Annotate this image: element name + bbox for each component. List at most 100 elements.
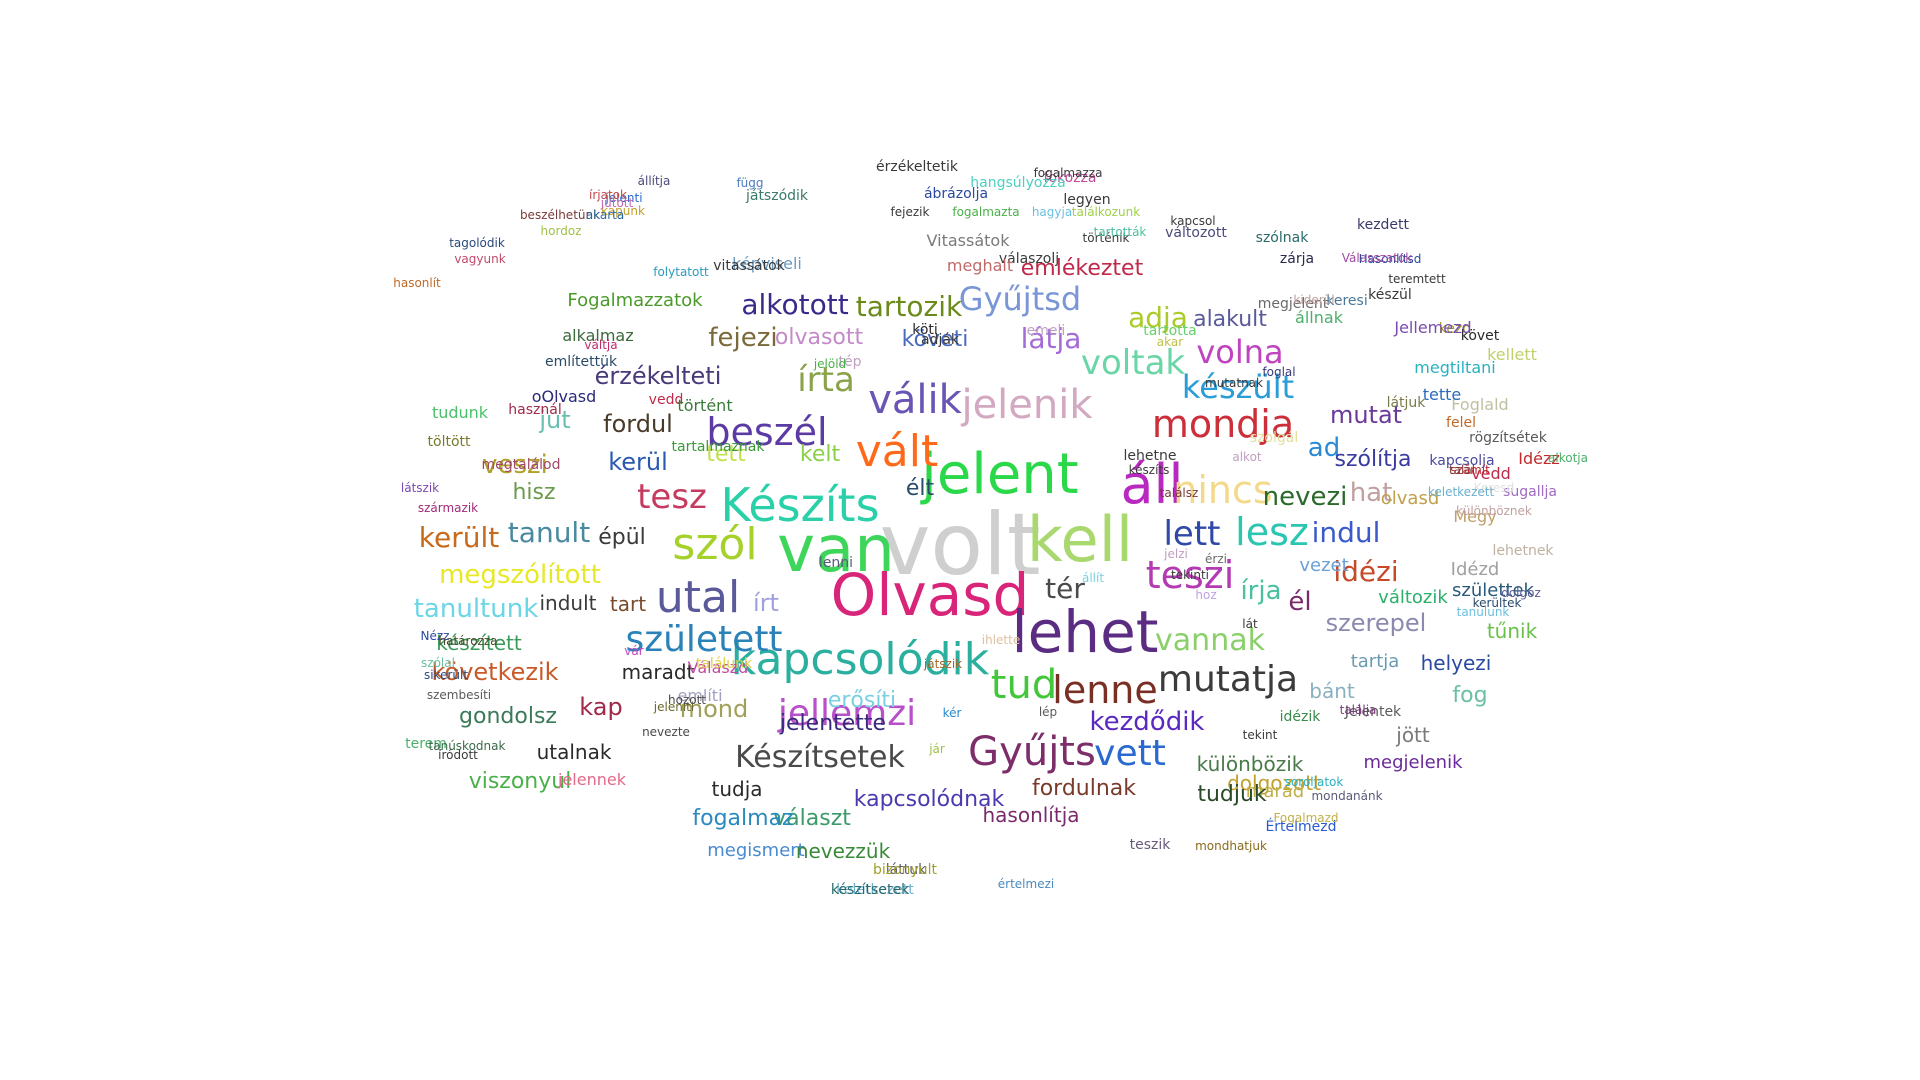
word-37: alkotott xyxy=(741,288,849,321)
word-59: mond xyxy=(679,695,749,723)
word-54: kerül xyxy=(608,448,668,476)
word-143: látjuk xyxy=(1386,395,1426,411)
word-174: meghalt xyxy=(946,256,1014,275)
word-113: készítsetek xyxy=(830,882,910,898)
word-218: emeli xyxy=(1026,323,1066,339)
word-70: emlékeztet xyxy=(1020,256,1144,281)
word-193: alkalmaz xyxy=(562,326,634,345)
word-96: tudjuk xyxy=(1197,782,1267,807)
word-142: tette xyxy=(1422,385,1462,404)
word-45: követi xyxy=(901,327,969,352)
word-116: jelentette xyxy=(779,711,887,736)
word-106: viszonyul xyxy=(468,769,572,794)
word-18: teszi xyxy=(1145,553,1235,597)
word-64: mutat xyxy=(1329,401,1403,429)
word-247: keletkezett xyxy=(1427,485,1495,499)
word-188: tagolódik xyxy=(449,236,505,250)
word-216: köti xyxy=(912,322,938,338)
word-38: tartozik xyxy=(855,290,963,323)
word-39: látja xyxy=(1020,322,1082,355)
word-234: lát xyxy=(1242,617,1258,631)
word-236: találja xyxy=(1339,703,1377,717)
word-164: érzékeltetik xyxy=(875,159,959,175)
word-170: történik xyxy=(1082,231,1130,245)
word-138: rögzítsétek xyxy=(1469,430,1547,446)
word-29: írta xyxy=(797,360,855,400)
word-104: fogalmaz xyxy=(692,806,794,831)
word-44: olvasott xyxy=(774,325,864,350)
word-151: keresi xyxy=(1326,293,1368,309)
word-172: Vitassátok xyxy=(926,231,1010,250)
word-53: hisz xyxy=(512,480,556,505)
word-139: felel xyxy=(1446,415,1476,431)
word-52: veszi xyxy=(482,450,548,480)
word-148: Jellemezd xyxy=(1394,318,1472,337)
word-92: megjelenik xyxy=(1363,752,1463,773)
word-241: tanulunk xyxy=(1456,605,1510,619)
word-86: helyezi xyxy=(1420,651,1492,675)
word-101: hasonlítja xyxy=(982,803,1080,827)
word-196: oOlvasd xyxy=(531,387,597,406)
word-160: legyen xyxy=(1063,192,1111,208)
word-119: Válaszd xyxy=(687,658,749,677)
word-98: teszik xyxy=(1129,837,1171,853)
word-130: vár xyxy=(624,644,644,658)
word-67: írja xyxy=(1240,576,1282,606)
word-11: utal xyxy=(655,572,741,623)
word-93: dolgozott xyxy=(1227,771,1321,795)
word-9: kapcsolódik xyxy=(730,634,990,685)
word-134: lehetnek xyxy=(1492,543,1554,559)
word-6: jelent xyxy=(921,442,1079,507)
word-1: volt xyxy=(879,495,1041,595)
word-75: jut xyxy=(539,406,571,434)
word-124: játszik xyxy=(923,657,963,671)
word-60: gondolsz xyxy=(459,704,557,729)
word-133: vedd xyxy=(1471,464,1511,483)
word-30: készült xyxy=(1181,368,1295,406)
word-17: nincs xyxy=(1173,468,1273,512)
word-103: választ xyxy=(773,806,851,831)
word-125: ihlette xyxy=(981,633,1021,647)
word-85: tartja xyxy=(1350,651,1400,672)
word-127: nevezte xyxy=(642,725,690,739)
word-84: tűnik xyxy=(1486,619,1538,643)
word-65: szólítja xyxy=(1334,447,1412,472)
word-76: épül xyxy=(598,525,646,550)
word-105: tudja xyxy=(711,777,763,801)
word-43: fejezi xyxy=(708,323,778,353)
word-102: kapcsolódnak xyxy=(853,787,1005,812)
word-40: adja xyxy=(1128,301,1188,334)
word-3: kell xyxy=(1026,503,1134,576)
word-229: jelzi xyxy=(1164,547,1188,561)
word-243: Keresd xyxy=(1473,481,1515,495)
word-222: foglal xyxy=(1262,365,1296,379)
word-158: változott xyxy=(1165,225,1227,241)
word-214: tép xyxy=(838,354,862,370)
word-244: különböznek xyxy=(1456,504,1532,518)
word-21: Gyűjts xyxy=(968,729,1096,775)
word-171: tartották xyxy=(1093,225,1147,239)
word-159: kapcsol xyxy=(1170,214,1216,228)
word-239: Fogalmazd xyxy=(1273,811,1339,825)
word-71: tér xyxy=(1045,572,1085,605)
word-61: maradt xyxy=(621,660,695,684)
word-58: kap xyxy=(579,693,623,721)
word-115: értelmezi xyxy=(997,877,1055,891)
word-16: mondja xyxy=(1151,402,1295,446)
word-228: találsz xyxy=(1159,486,1199,500)
word-190: hasonlít xyxy=(393,276,441,290)
word-145: követ xyxy=(1460,328,1500,344)
word-120: találunk xyxy=(695,656,753,672)
word-2: van xyxy=(777,513,895,587)
word-205: szólal xyxy=(421,656,455,670)
word-88: fog xyxy=(1452,683,1488,708)
word-240: dolgoz xyxy=(1501,586,1541,600)
word-226: lehetne xyxy=(1123,448,1177,464)
word-179: játszódik xyxy=(745,188,809,204)
word-112: keletkezett xyxy=(836,882,914,898)
word-173: válaszolj xyxy=(998,251,1060,267)
word-140: alkotja xyxy=(1548,451,1588,465)
word-176: vitassátok xyxy=(713,258,785,274)
word-10: szól xyxy=(672,519,758,570)
